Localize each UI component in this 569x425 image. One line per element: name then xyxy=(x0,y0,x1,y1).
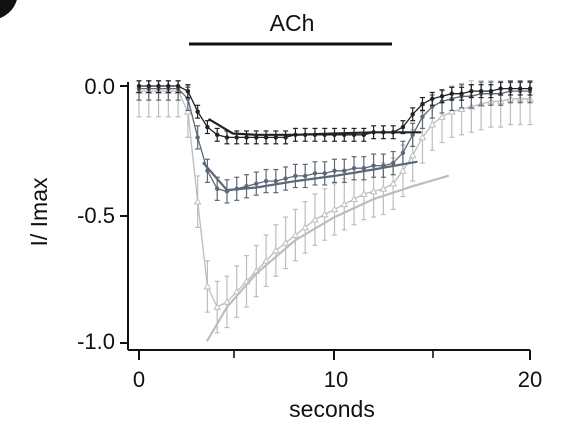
fit-curve-2 xyxy=(206,174,449,342)
data-point xyxy=(272,246,280,254)
data-point xyxy=(410,132,415,138)
data-point xyxy=(215,186,220,191)
data-point xyxy=(244,135,249,140)
data-point xyxy=(263,178,269,184)
data-point xyxy=(430,96,435,102)
data-point xyxy=(254,181,259,186)
data-point xyxy=(400,124,406,130)
x-axis-label: seconds xyxy=(289,396,375,422)
series-1 xyxy=(136,80,533,204)
data-point xyxy=(203,282,212,290)
data-point xyxy=(320,210,329,218)
data-point xyxy=(428,120,437,128)
data-point xyxy=(302,173,308,179)
y-tick-label-1: -0.5 xyxy=(77,203,115,228)
x-tick-label-0: 0 xyxy=(133,367,145,392)
y-tick-label-0: 0.0 xyxy=(84,74,115,99)
data-point xyxy=(361,166,367,171)
data-point xyxy=(508,86,513,91)
data-point xyxy=(283,135,288,140)
data-point xyxy=(193,197,202,205)
data-point xyxy=(166,83,171,89)
data-point xyxy=(291,231,300,238)
data-point xyxy=(195,135,200,140)
data-point xyxy=(420,101,425,107)
panel-letter-blob xyxy=(0,0,17,19)
data-point xyxy=(281,238,290,246)
data-point xyxy=(371,163,376,168)
data-point xyxy=(418,133,427,141)
data-point xyxy=(332,168,337,174)
data-point xyxy=(175,83,181,89)
data-point xyxy=(359,189,368,197)
data-point xyxy=(488,88,494,94)
data-point xyxy=(262,256,270,264)
data-point xyxy=(136,83,142,89)
data-point xyxy=(351,166,357,171)
plot-area xyxy=(135,80,534,342)
data-point xyxy=(518,86,523,91)
ach-application: ACh xyxy=(189,10,392,46)
data-point xyxy=(390,160,396,166)
data-point xyxy=(438,112,446,120)
x-tick-label-2: 20 xyxy=(518,367,542,392)
y-axis-label: I/ Imax xyxy=(26,177,52,247)
data-point xyxy=(527,86,533,91)
data-point xyxy=(410,112,415,117)
data-point xyxy=(457,105,466,113)
data-point xyxy=(254,135,259,140)
data-point xyxy=(224,135,230,140)
data-point xyxy=(350,195,358,202)
data-point xyxy=(408,151,417,159)
data-point xyxy=(283,176,288,181)
data-point xyxy=(273,135,279,140)
x-tick-label-1: 10 xyxy=(324,367,348,392)
fit-curve-1 xyxy=(202,160,418,192)
series-0 xyxy=(136,80,533,145)
data-point xyxy=(185,88,191,94)
data-point xyxy=(234,135,239,140)
data-point xyxy=(399,166,407,174)
data-point xyxy=(156,83,161,89)
data-point xyxy=(369,187,378,195)
data-point xyxy=(449,91,454,96)
data-point xyxy=(340,200,349,208)
data-point xyxy=(205,124,210,130)
y-tick-label-2: -1.0 xyxy=(77,329,115,354)
data-point xyxy=(459,91,464,96)
data-point xyxy=(311,215,319,223)
data-point xyxy=(498,86,503,91)
data-point xyxy=(330,205,339,213)
data-point xyxy=(322,171,327,176)
fit-curve-0 xyxy=(208,118,422,136)
data-point xyxy=(389,179,397,187)
data-point xyxy=(213,302,222,310)
data-point xyxy=(439,94,445,99)
data-point xyxy=(215,132,220,138)
data-point xyxy=(195,109,200,114)
data-point xyxy=(312,171,318,176)
data-point xyxy=(223,297,231,305)
data-point xyxy=(184,107,192,115)
data-point xyxy=(301,223,310,231)
data-point xyxy=(379,184,388,192)
data-point xyxy=(400,150,406,156)
data-point xyxy=(273,178,279,184)
axes: 0.0 -0.5 -1.0 0 10 20 seconds I/ Imax xyxy=(26,74,542,422)
data-point xyxy=(146,83,151,89)
data-point xyxy=(293,173,298,179)
data-point xyxy=(263,135,269,140)
data-point xyxy=(420,114,425,120)
data-point xyxy=(342,168,347,174)
data-point xyxy=(478,88,484,94)
data-point xyxy=(447,107,456,115)
data-point xyxy=(469,88,474,94)
ach-label: ACh xyxy=(270,10,315,36)
